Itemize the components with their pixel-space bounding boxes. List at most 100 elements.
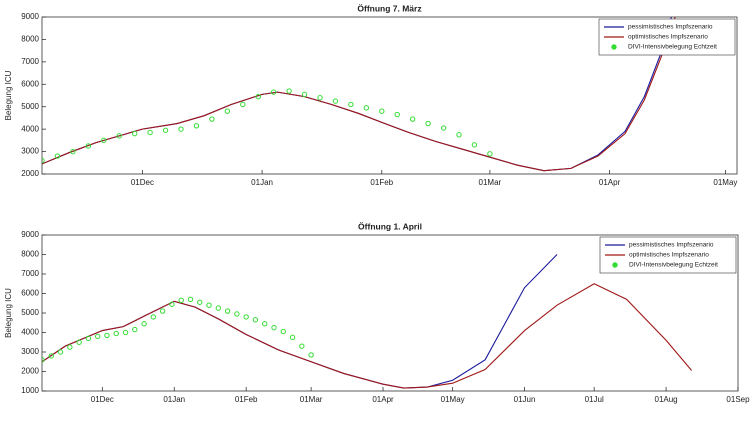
data-point [234, 311, 240, 317]
y-tick-label: 6000 [21, 289, 39, 298]
legend: pessimistisches Impfszenario optimistisch… [599, 236, 737, 274]
data-point [440, 125, 447, 131]
data-point [67, 344, 73, 350]
y-tick-label: 3000 [21, 147, 39, 156]
data-point [240, 101, 246, 108]
x-tick-label: 01Apr [599, 178, 621, 187]
data-point [224, 308, 231, 314]
chart-title: Öffnung 1. April [358, 221, 422, 231]
y-tick-label: 9000 [21, 230, 39, 239]
data-point [197, 299, 203, 305]
data-point [85, 335, 92, 342]
data-point [209, 116, 215, 122]
data-point [394, 111, 400, 118]
y-tick-label: 2000 [21, 367, 39, 376]
data-point [104, 332, 110, 339]
x-tick-label: 01Sep [726, 395, 750, 404]
y-tick-label: 7000 [21, 269, 39, 278]
data-point [122, 329, 129, 336]
y-tick-label: 7000 [21, 57, 39, 66]
data-point [308, 352, 314, 358]
data-point [271, 324, 277, 331]
x-tick-label: 01Dec [91, 395, 114, 404]
data-point [252, 317, 259, 323]
plot-data [42, 17, 676, 172]
data-point [94, 333, 101, 340]
y-tick-label: 2000 [21, 169, 39, 178]
data-point [280, 328, 286, 335]
data-point [178, 126, 184, 132]
data-point [42, 157, 45, 164]
legend: pessimistisches Impfszenario optimistisch… [598, 18, 736, 56]
y-tick-label: 9000 [21, 12, 39, 21]
data-point [289, 334, 296, 341]
data-point [299, 343, 305, 349]
subplot: Öffnung 7. März Belegung ICU 2000 3000 4000 5… [4, 3, 737, 187]
data-point [409, 116, 416, 122]
y-tick-label: 4000 [21, 124, 39, 133]
x-tick-label: 01May [713, 178, 737, 187]
data-point [169, 301, 175, 307]
x-tick-label: 01Apr [372, 395, 394, 404]
y-tick-label: 6000 [21, 79, 39, 88]
data-point [206, 302, 212, 308]
x-tick-label: 01Feb [370, 178, 393, 187]
data-point [270, 89, 277, 95]
data-point [187, 296, 194, 303]
data-point [332, 98, 339, 104]
data-point [48, 353, 54, 359]
x-tick-label: 01Jul [585, 395, 604, 404]
legend-marker [612, 262, 618, 268]
y-tick-label: 3000 [21, 347, 39, 356]
data-point [85, 143, 92, 149]
y-tick-label: 8000 [21, 250, 39, 259]
data-point [456, 132, 462, 138]
data-point [301, 91, 308, 98]
legend-label: optimistisches Impfszenario [629, 252, 709, 259]
x-tick-label: 01Dec [131, 178, 154, 187]
legend-label: DIVI-Intensivbelegung Echtzeit [629, 262, 718, 269]
series-line [42, 283, 693, 389]
y-tick-label: 5000 [21, 308, 39, 317]
x-tick-label: 01May [441, 395, 465, 404]
data-point [215, 305, 222, 311]
data-point [70, 148, 76, 155]
data-point [141, 321, 147, 327]
data-point [131, 130, 138, 137]
data-point [76, 339, 82, 345]
series-line [42, 17, 676, 172]
y-tick-label: 5000 [21, 102, 39, 111]
plot-data [42, 254, 693, 389]
data-point [116, 133, 122, 139]
x-tick-label: 01Feb [235, 395, 258, 404]
data-point [379, 108, 385, 114]
legend-marker [611, 44, 617, 50]
data-point [150, 314, 157, 320]
x-tick-label: 01Jun [514, 395, 536, 404]
data-point [348, 101, 354, 108]
data-point [317, 95, 323, 101]
data-point [425, 120, 431, 127]
data-point [113, 330, 119, 337]
data-point [147, 129, 153, 136]
data-point [487, 151, 493, 157]
data-point [42, 357, 45, 363]
data-point [243, 314, 249, 320]
legend-label: pessimistisches Impfszenario [629, 242, 714, 249]
x-tick-label: 01Jan [251, 178, 273, 187]
y-axis-label: Belegung ICU [4, 70, 13, 120]
y-axis-label: Belegung ICU [4, 288, 13, 338]
data-point [162, 127, 169, 133]
data-point [54, 153, 61, 159]
legend-label: optimistisches Impfszenario [628, 34, 708, 41]
x-tick-label: 01Jan [163, 395, 185, 404]
data-point [255, 93, 261, 100]
data-point [471, 142, 478, 148]
data-point [286, 88, 292, 94]
data-point [57, 349, 64, 355]
data-point [363, 105, 370, 111]
data-point [262, 321, 268, 327]
data-point [132, 326, 138, 333]
data-point [159, 308, 166, 314]
data-point [193, 123, 200, 129]
